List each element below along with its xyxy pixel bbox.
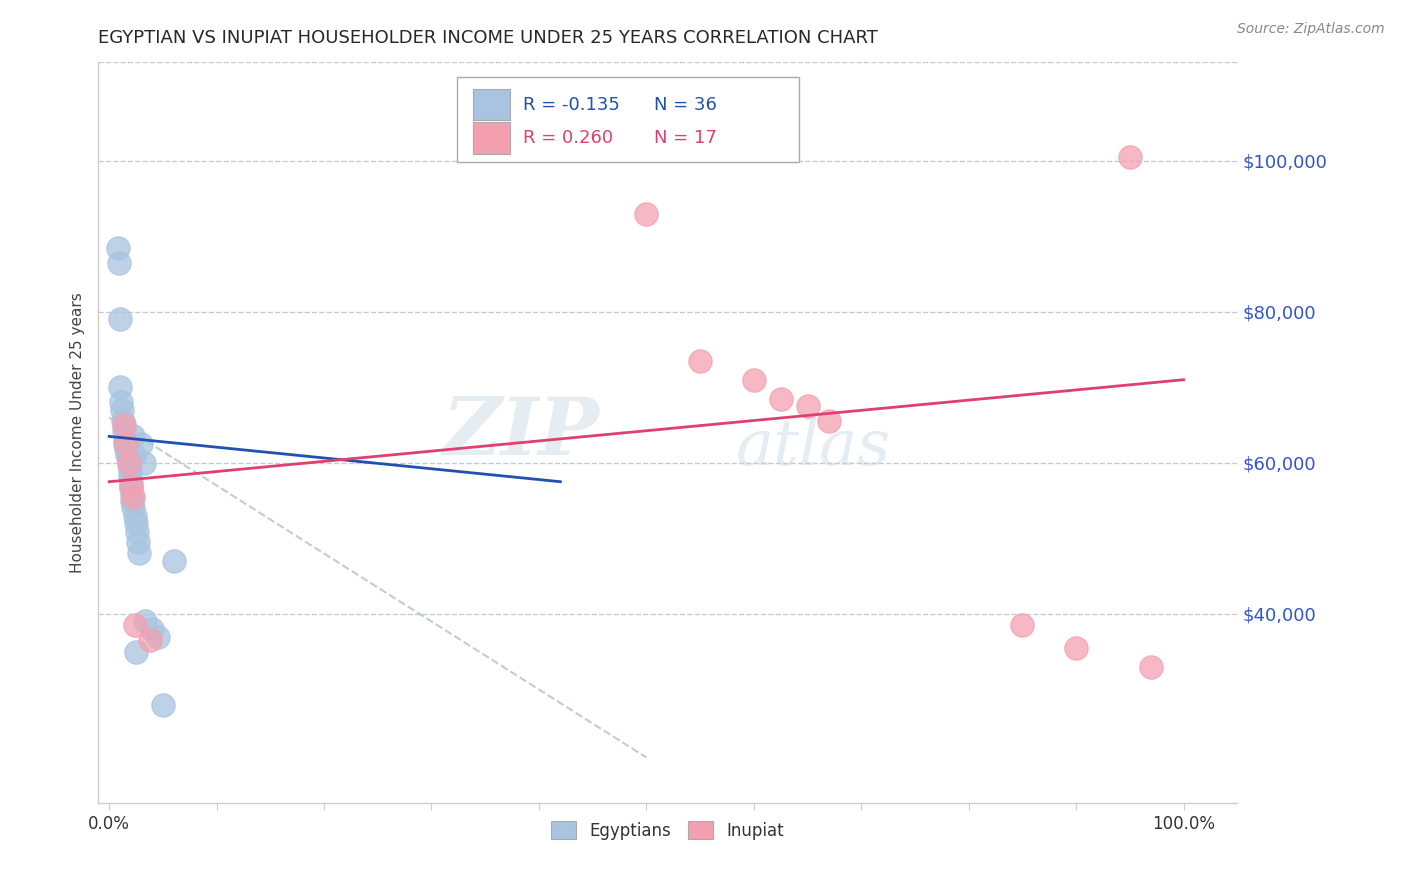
Text: ZIP: ZIP [443,394,599,471]
Point [117,452,139,467]
Legend: Egyptians, Inupiat: Egyptians, Inupiat [546,814,790,847]
Text: R = 0.260: R = 0.260 [523,129,613,147]
Point [124,508,146,523]
Point [128,547,150,561]
Text: N = 36: N = 36 [654,95,717,113]
Point [131,437,153,451]
Point [112,424,135,438]
Point [127,525,149,540]
Point [117,458,139,472]
Text: Source: ZipAtlas.com: Source: ZipAtlas.com [1237,22,1385,37]
Point [121,429,143,443]
Point [689,354,711,368]
Point [120,475,142,489]
Point [120,481,142,495]
Point [818,414,841,428]
Text: atlas: atlas [737,417,891,478]
Point [146,630,169,644]
Point [1140,660,1163,674]
Point [110,395,132,409]
Point [117,456,139,470]
Point [121,500,143,514]
Point [108,312,131,326]
Point [124,618,146,632]
Point [152,698,174,712]
Point [120,478,142,492]
Point [162,554,184,568]
Bar [472,122,509,153]
Point [125,516,148,531]
Point [769,392,792,406]
Point [132,456,155,470]
Text: N = 17: N = 17 [654,129,717,147]
Point [111,403,134,417]
Point [115,442,138,457]
Point [114,433,136,447]
Point [1011,618,1033,632]
Point [1119,150,1142,164]
FancyBboxPatch shape [457,78,799,162]
Point [118,463,141,477]
Point [118,469,141,483]
Point [1064,640,1087,655]
Point [107,240,129,254]
Y-axis label: Householder Income Under 25 years: Householder Income Under 25 years [69,293,84,573]
Point [134,615,156,629]
Point [796,399,818,413]
Point [112,414,135,428]
Point [121,490,143,504]
Point [122,448,145,462]
Bar [472,89,509,120]
Text: R = -0.135: R = -0.135 [523,95,620,113]
Point [108,255,131,269]
Text: EGYPTIAN VS INUPIAT HOUSEHOLDER INCOME UNDER 25 YEARS CORRELATION CHART: EGYPTIAN VS INUPIAT HOUSEHOLDER INCOME U… [98,29,879,47]
Point [139,633,162,648]
Point [125,645,148,659]
Point [742,373,765,387]
Point [108,380,131,394]
Point [115,437,138,451]
Point [141,622,163,636]
Point [636,206,658,220]
Point [117,448,139,462]
Point [114,437,136,451]
Point [121,487,143,501]
Point [112,418,135,433]
Point [127,535,149,549]
Point [121,493,143,508]
